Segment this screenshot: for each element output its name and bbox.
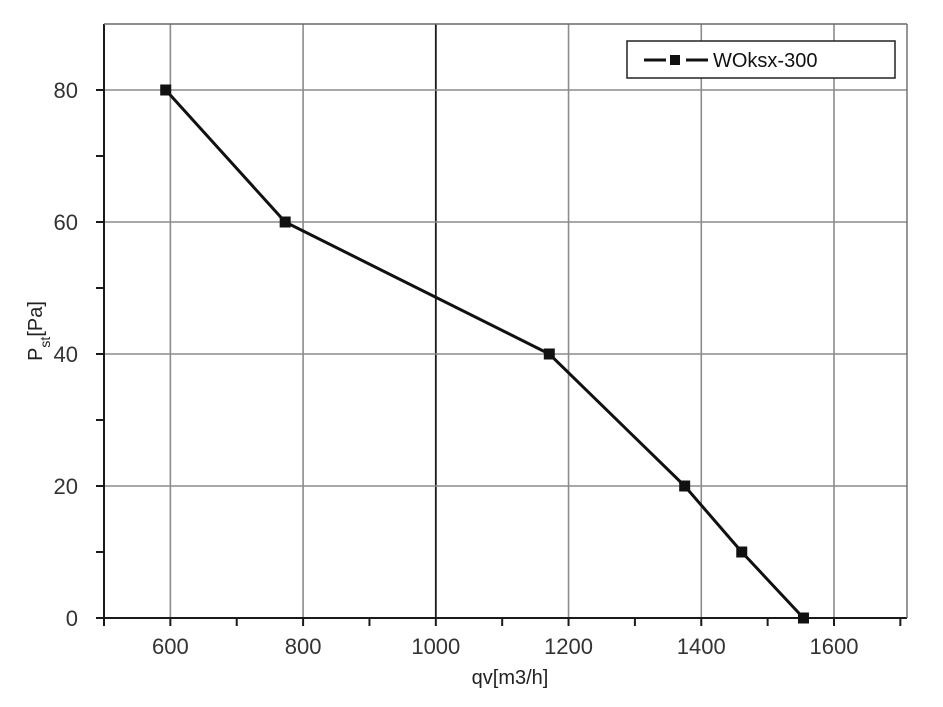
grid	[104, 24, 907, 618]
series-layer	[160, 84, 809, 624]
data-point	[160, 84, 172, 96]
y-tick-label: 40	[54, 342, 78, 367]
legend-marker	[670, 55, 680, 65]
plot-background	[104, 24, 907, 618]
y-axis-label-unit: [Pa]	[25, 301, 47, 337]
data-point	[797, 612, 809, 624]
series-line	[164, 88, 805, 620]
x-ticks: 600 800 1000 1200 1400 1600	[103, 618, 902, 659]
y-axis-label-subscript: st	[37, 337, 53, 348]
y-axis-label-main: P	[25, 348, 47, 361]
y-tick-label: 0	[66, 606, 78, 631]
x-tick-label: 1600	[810, 634, 859, 659]
legend: WOksx-300	[626, 40, 896, 79]
x-tick-label: 1000	[411, 634, 460, 659]
data-point	[736, 546, 748, 558]
x-tick-label: 1200	[544, 634, 593, 659]
data-point	[679, 480, 691, 492]
y-ticks: 0 20 40 60 80	[54, 78, 104, 631]
x-tick-label: 1400	[677, 634, 726, 659]
y-axis-label: Pst[Pa]	[25, 301, 53, 361]
data-point	[279, 216, 291, 228]
axis-frame	[103, 23, 908, 619]
x-tick-label: 800	[285, 634, 322, 659]
y-tick-label: 20	[54, 474, 78, 499]
data-point	[543, 348, 555, 360]
x-tick-label: 600	[152, 634, 189, 659]
y-tick-label: 80	[54, 78, 78, 103]
y-tick-label: 60	[54, 210, 78, 235]
legend-label: WOksx-300	[713, 50, 817, 72]
x-axis-label: qv[m3/h]	[472, 667, 549, 689]
